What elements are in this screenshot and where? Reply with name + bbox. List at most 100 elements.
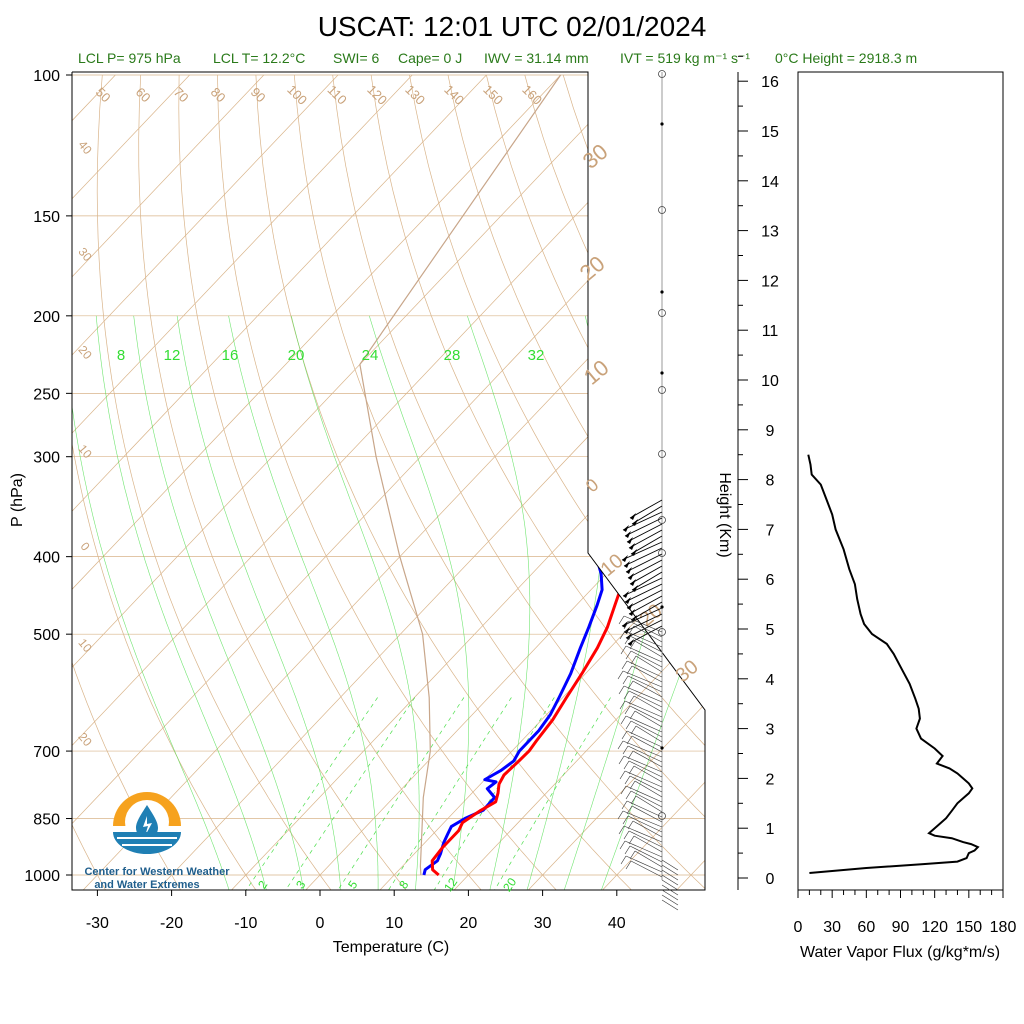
dry-adiabat-label: 0 — [78, 539, 93, 553]
wind-barb-feather — [627, 820, 634, 830]
wind-barb — [629, 845, 663, 863]
moist-adiabat-label: 10 — [579, 355, 614, 390]
wind-barb-feather — [618, 615, 625, 625]
calm-wind-circle — [658, 309, 666, 317]
wind-barb — [624, 630, 663, 648]
wind-barb — [630, 535, 663, 555]
wind-barb-feather — [622, 675, 629, 685]
wind-barb-flag — [631, 549, 637, 556]
wind-barb — [631, 665, 663, 683]
skewt-axes: -30 -20 -10 0 10 20 30 401001502002503004005007… — [24, 55, 779, 932]
dry-adiabat — [409, 74, 705, 890]
lcl-pressure: LCL P= 975 hPa — [78, 50, 181, 66]
wind-barb-feather — [623, 830, 630, 840]
wind-barb — [630, 601, 663, 621]
moist-adiabat-top-label: 12 — [164, 347, 181, 364]
wind-barb — [626, 730, 663, 748]
parcel-path — [359, 74, 562, 876]
x-tick-label: -20 — [160, 915, 183, 932]
dry-adiabat — [217, 74, 559, 890]
skewt-panel: 50 60 70 80 90 100 110 120 130 140 150 160403020100… — [9, 55, 1024, 956]
wind-barb — [630, 860, 663, 878]
height-tick-label: 1 — [766, 821, 775, 838]
wind-barb-feather — [628, 695, 635, 705]
wind-barb — [634, 780, 663, 798]
wind-barb — [625, 855, 663, 873]
wind-barb-flag — [629, 609, 635, 616]
isotherm-label: 100 — [284, 82, 310, 108]
moist-adiabat — [526, 315, 607, 890]
wind-barb — [661, 899, 679, 911]
wind-barb — [627, 745, 663, 763]
wind-barb — [623, 615, 663, 633]
moist-adiabat — [467, 315, 531, 890]
moist-adiabat — [133, 315, 305, 890]
isotherm-label: 140 — [441, 82, 467, 108]
wind-barb-feather — [619, 700, 626, 710]
flux-x-tick-label: 0 — [794, 919, 803, 936]
cw3e-logo: Center for Western Weather and Water Ext… — [84, 792, 230, 891]
dry-adiabat — [370, 74, 705, 890]
dry-adiabat — [717, 75, 1024, 892]
wind-barb — [635, 655, 663, 673]
wind-barb — [634, 710, 663, 728]
wind-barb-feather — [627, 680, 634, 690]
moist-adiabat-top-label: 8 — [117, 347, 125, 364]
wind-dot — [660, 746, 664, 750]
mixing-ratio-line — [493, 697, 611, 890]
wind-barb-flag — [623, 525, 629, 532]
wind-barb — [624, 517, 663, 537]
dry-adiabat-label: 20 — [75, 730, 95, 749]
isotherm — [72, 74, 413, 890]
wind-barb-flag — [625, 531, 631, 538]
height-axis-label: Height (Km) — [716, 472, 733, 557]
mixing-ratio-label: 8 — [396, 878, 411, 892]
dry-adiabat — [794, 75, 1024, 892]
wind-barb — [629, 565, 663, 585]
x-tick-label: 40 — [608, 915, 626, 932]
wind-barb — [622, 670, 663, 688]
wind-barb-feather — [620, 785, 627, 795]
iwv: IWV = 31.14 mm — [484, 50, 589, 66]
wind-barb — [628, 529, 663, 549]
wind-barb — [630, 790, 663, 808]
wind-barb-feather — [627, 750, 634, 760]
wind-barb — [622, 511, 663, 531]
dry-adiabat — [293, 74, 705, 890]
moist-adiabat-top-label: 28 — [444, 347, 461, 364]
wind-barb — [628, 620, 663, 638]
dewpoint-line — [422, 488, 633, 876]
wind-barb — [661, 864, 679, 876]
swi: SWI= 6 — [333, 50, 380, 66]
wind-barb — [635, 795, 663, 813]
y-tick-label: 700 — [33, 744, 60, 761]
y-tick-label: 1000 — [24, 868, 60, 885]
wind-barb-feather — [624, 845, 631, 855]
wind-barb — [623, 755, 663, 773]
wind-barb — [631, 735, 663, 753]
wind-barb — [629, 635, 663, 653]
flux-x-tick-label: 120 — [921, 919, 948, 936]
wind-barb — [630, 650, 663, 668]
wind-dot — [660, 371, 664, 375]
mixing-ratio-line — [284, 697, 416, 890]
skewt-isopleth-labels: 50 60 70 80 90 100 110 120 130 140 150 160403020100… — [75, 82, 702, 894]
wind-barb-feather — [628, 835, 635, 845]
height-tick-label: 5 — [766, 622, 775, 639]
wind-barb-feather — [618, 825, 625, 835]
calm-wind-circle — [658, 628, 666, 636]
wind-barb-feather — [623, 620, 630, 630]
wind-barb — [625, 619, 663, 639]
wind-barb-feather — [621, 730, 628, 740]
flux-panel: 0 30 60 90 120 150 180 Water Vapor Flux (g/kg*… — [794, 71, 1016, 961]
calm-wind-circle — [658, 206, 666, 214]
height-tick-label: 3 — [766, 722, 775, 739]
dry-adiabat — [870, 75, 1024, 892]
isotherm-label: 90 — [248, 84, 269, 105]
wind-barb — [624, 770, 663, 788]
wind-barb-flag — [630, 579, 636, 586]
wind-barb-feather — [625, 720, 632, 730]
x-tick-label: 10 — [385, 915, 403, 932]
isotherm — [377, 74, 705, 890]
wind-barb — [623, 547, 663, 567]
